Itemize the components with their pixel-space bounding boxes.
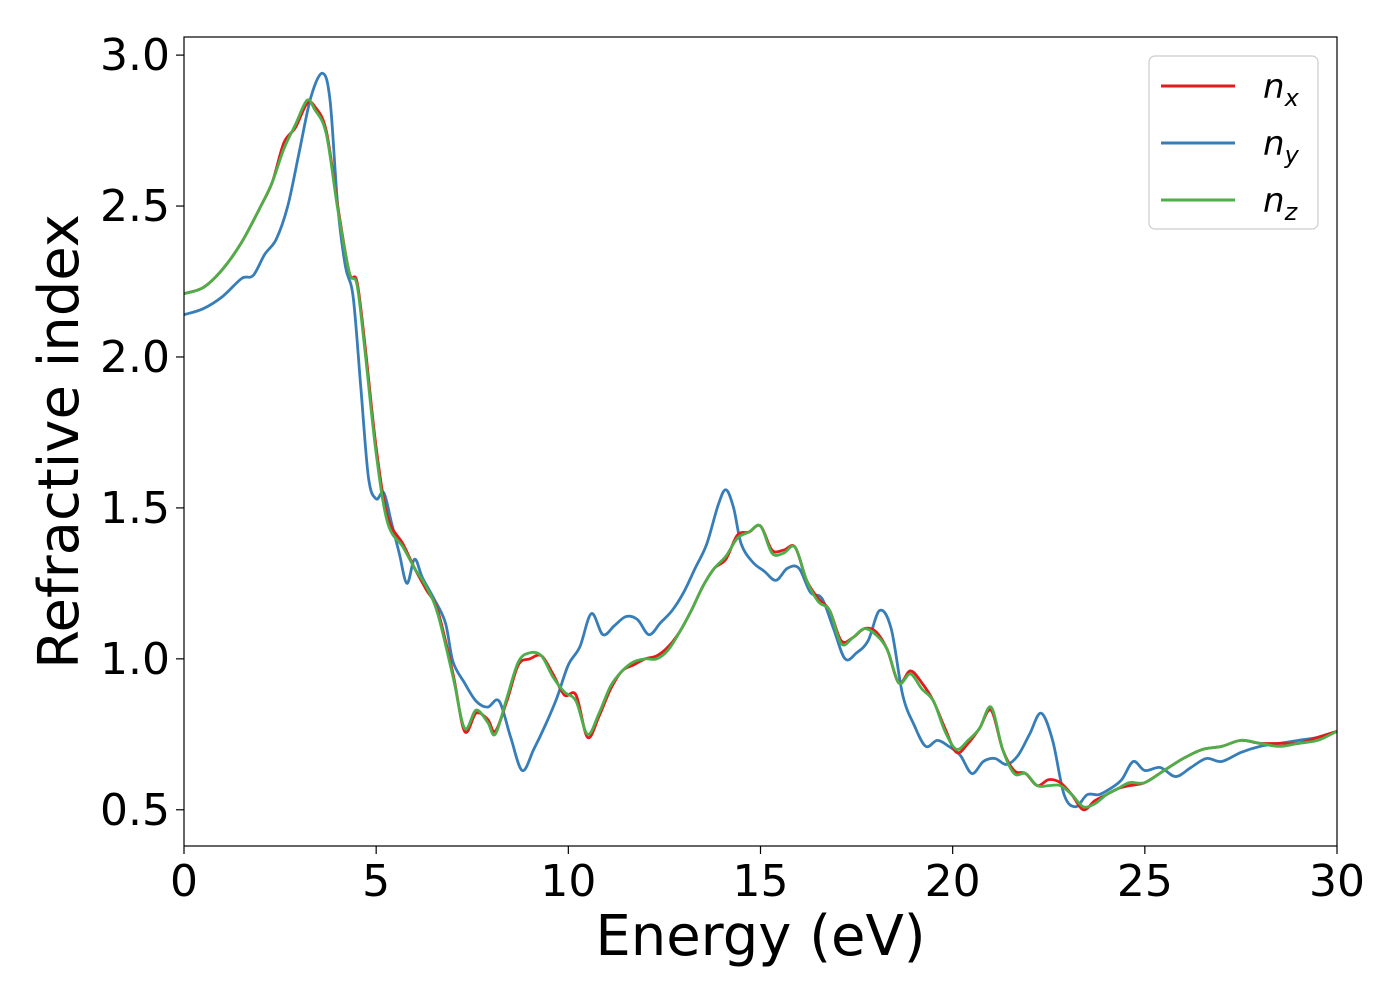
x-tick-label: 15 — [733, 856, 789, 907]
y-tick-label: 2.5 — [100, 181, 170, 232]
series-layer — [184, 71, 1337, 812]
y-tick-label: 1.5 — [100, 483, 170, 534]
x-tick-label: 20 — [925, 856, 981, 907]
legend-label-n-x: nx — [1263, 67, 1300, 112]
series-line-n-z — [184, 98, 1337, 809]
y-axis-ticks: 0.5 1.0 1.5 2.0 2.5 3.0 — [100, 30, 184, 836]
legend-label-sub: z — [1284, 198, 1299, 226]
legend-label-n-z: nz — [1263, 181, 1299, 226]
y-axis-label: Refractive index — [27, 214, 92, 669]
x-axis-label: Energy (eV) — [595, 904, 925, 969]
series-line-n-y — [184, 71, 1337, 809]
x-tick-label: 0 — [170, 856, 198, 907]
x-tick-label: 5 — [362, 856, 390, 907]
legend-label-sub: x — [1284, 84, 1300, 112]
legend-label-n-y: ny — [1263, 124, 1300, 169]
y-tick-label: 0.5 — [100, 785, 170, 836]
legend-label-main: n — [1263, 181, 1285, 221]
y-tick-label: 2.0 — [100, 332, 170, 383]
x-tick-label: 25 — [1117, 856, 1173, 907]
legend-label-main: n — [1263, 67, 1285, 107]
legend-label-main: n — [1263, 124, 1285, 164]
legend-label-sub: y — [1284, 141, 1300, 169]
y-tick-label: 3.0 — [100, 30, 170, 81]
x-axis-ticks: 0 5 10 15 20 25 30 — [170, 846, 1365, 907]
x-tick-label: 30 — [1309, 856, 1365, 907]
x-tick-label: 10 — [540, 856, 596, 907]
y-tick-label: 1.0 — [100, 634, 170, 685]
